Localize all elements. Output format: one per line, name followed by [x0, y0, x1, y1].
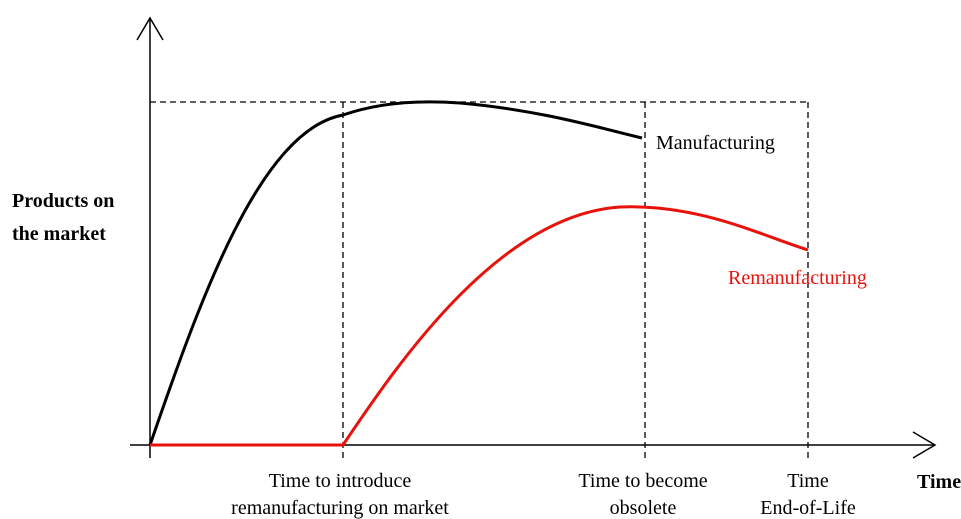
x-axis-label: Time	[917, 471, 961, 493]
manufacturing-curve	[148, 100, 643, 446]
milestone-label: remanufacturing on market	[231, 497, 449, 519]
y-axis-label: Products on	[12, 190, 114, 212]
milestone-label: Time	[787, 470, 829, 492]
curve-label: Manufacturing	[656, 132, 775, 154]
milestone-label: obsolete	[610, 497, 677, 519]
y-axis-arrow	[136, 16, 164, 41]
milestone-label: Time to become	[578, 470, 707, 492]
remanufacturing-curve	[150, 205, 809, 447]
milestone-label: End-of-Life	[760, 497, 856, 519]
x-axis-arrow	[912, 431, 937, 459]
milestone-label: Time to introduce	[269, 470, 412, 492]
y-axis-label: the market	[12, 223, 106, 245]
curve-label: Remanufacturing	[728, 267, 867, 289]
